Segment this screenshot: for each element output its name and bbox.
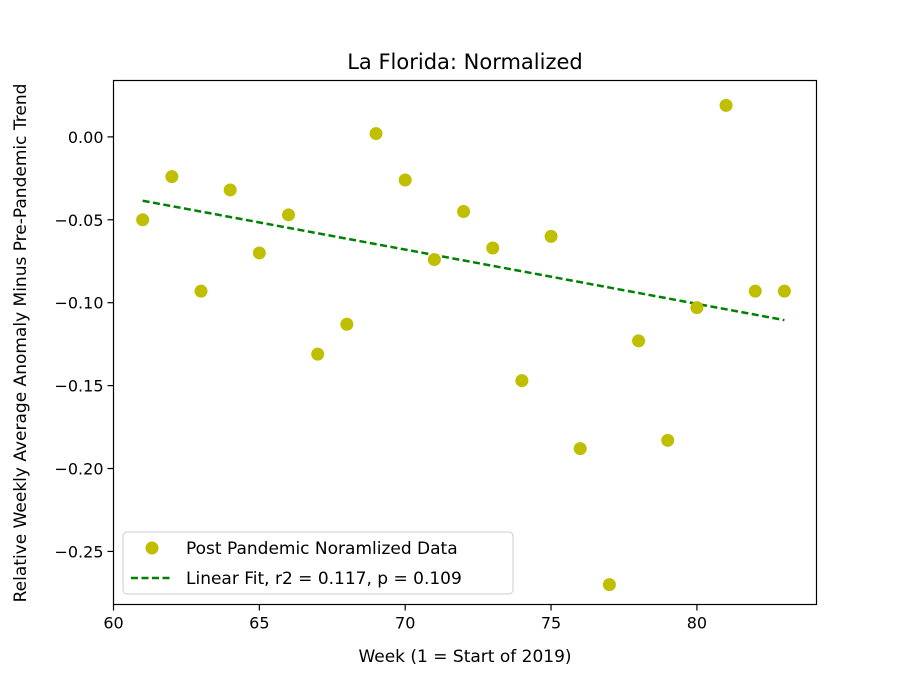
x-tick-label: 70 [395,614,415,633]
y-tick-label: −0.15 [54,377,103,396]
data-point [748,284,762,298]
data-point [661,433,675,447]
x-tick-label: 60 [103,614,123,633]
data-point [515,374,529,388]
data-point [252,246,266,260]
y-axis-label: Relative Weekly Average Anomaly Minus Pr… [11,84,31,603]
data-point [690,301,704,315]
legend-scatter-marker [145,541,159,555]
data-point [340,317,354,331]
legend-label-scatter: Post Pandemic Noramlized Data [186,539,458,559]
data-point [573,442,587,456]
legend: Post Pandemic Noramlized Data Linear Fit… [122,531,514,595]
x-tick-label: 80 [687,614,707,633]
y-tick-label: −0.25 [54,542,103,561]
data-point [369,127,383,141]
data-point [457,205,471,218]
data-point [194,284,208,298]
data-point [398,173,412,187]
y-tick-label: −0.10 [54,294,103,313]
y-tick-label: 0.00 [68,128,104,147]
data-point [544,229,558,243]
x-tick-label: 65 [249,614,269,633]
data-point [602,578,616,592]
linear-fit-line [142,199,785,322]
data-point [282,208,296,222]
chart-title: La Florida: Normalized [347,50,583,74]
data-point [777,284,791,298]
data-point [136,213,150,227]
data-point [486,241,500,255]
x-axis-label: Week (1 = Start of 2019) [358,647,571,667]
x-tick-label: 75 [541,614,561,633]
data-point [632,334,646,348]
data-point [165,170,179,184]
data-point [427,253,441,267]
plot-area-frame [112,79,818,606]
data-point [719,98,733,112]
data-point [311,347,325,361]
legend-label-fit: Linear Fit, r2 = 0.117, p = 0.109 [186,569,462,589]
legend-box [122,531,514,595]
y-tick-label: −0.05 [54,211,103,230]
y-tick-label: −0.20 [54,460,103,479]
data-point [223,183,237,197]
